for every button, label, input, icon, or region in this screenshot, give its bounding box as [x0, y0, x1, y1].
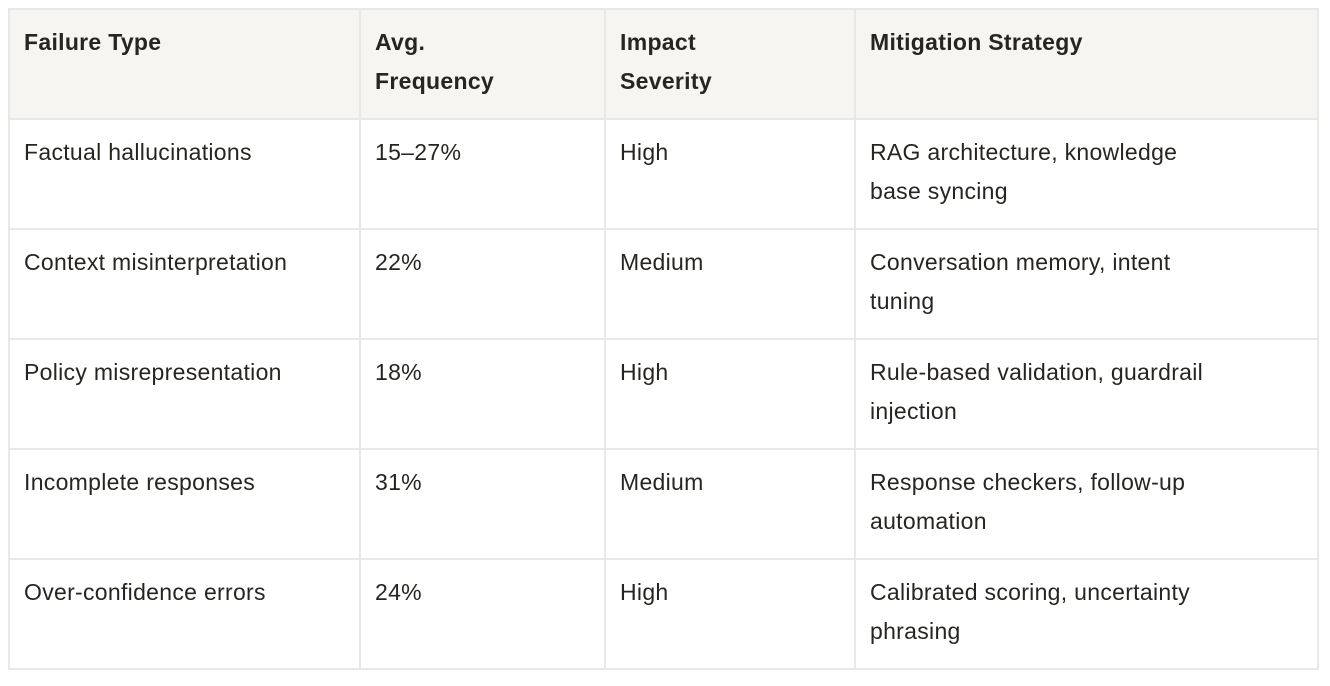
mitigation-strategy-cell: Rule-based validation, guardrail injecti…	[854, 338, 1319, 450]
header-label-mitigation-strategy: Mitigation Strategy	[870, 29, 1083, 55]
mitigation-strategy-cell: RAG architecture, knowledge base syncing	[854, 118, 1319, 230]
cell-text: Calibrated scoring, uncertainty phrasing	[870, 579, 1190, 644]
cell-text: RAG architecture, knowledge base syncing	[870, 139, 1178, 204]
cell-text: High	[620, 139, 669, 165]
cell-text: Incomplete responses	[24, 469, 256, 495]
cell-text: Medium	[620, 249, 704, 275]
failure-type-cell: Over-confidence errors	[8, 558, 361, 670]
cell-text: 15–27%	[375, 139, 462, 165]
cell-text: Rule-based validation, guardrail injecti…	[870, 359, 1204, 424]
cell-text: 31%	[375, 469, 422, 495]
cell-text: Response checkers, follow-up automation	[870, 469, 1186, 534]
impact-severity-cell: High	[604, 118, 856, 230]
impact-severity-cell: High	[604, 558, 856, 670]
cell-text: Policy misrepresentation	[24, 359, 282, 385]
table-row: Context misinterpretation 22% Medium Con…	[8, 228, 1319, 340]
table-header-row: Failure Type Avg. Frequency Impact Sever…	[8, 8, 1319, 120]
impact-severity-cell: Medium	[604, 448, 856, 560]
cell-text: High	[620, 359, 669, 385]
failure-type-cell: Incomplete responses	[8, 448, 361, 560]
failure-types-table: Failure Type Avg. Frequency Impact Sever…	[8, 8, 1319, 670]
table-row: Policy misrepresentation 18% High Rule-b…	[8, 338, 1319, 450]
table-row: Over-confidence errors 24% High Calibrat…	[8, 558, 1319, 670]
cell-text: Factual hallucinations	[24, 139, 252, 165]
failure-type-cell: Policy misrepresentation	[8, 338, 361, 450]
cell-text: 18%	[375, 359, 422, 385]
header-label-avg-frequency: Avg. Frequency	[375, 29, 495, 94]
failure-type-cell: Context misinterpretation	[8, 228, 361, 340]
cell-text: Context misinterpretation	[24, 249, 288, 275]
mitigation-strategy-cell: Response checkers, follow-up automation	[854, 448, 1319, 560]
avg-frequency-cell: 31%	[359, 448, 606, 560]
mitigation-strategy-cell: Conversation memory, intent tuning	[854, 228, 1319, 340]
impact-severity-cell: Medium	[604, 228, 856, 340]
cell-text: Conversation memory, intent tuning	[870, 249, 1171, 314]
cell-text: 22%	[375, 249, 422, 275]
header-cell-impact-severity: Impact Severity	[604, 8, 856, 120]
impact-severity-cell: High	[604, 338, 856, 450]
header-cell-failure-type: Failure Type	[8, 8, 361, 120]
avg-frequency-cell: 18%	[359, 338, 606, 450]
avg-frequency-cell: 22%	[359, 228, 606, 340]
table-row: Factual hallucinations 15–27% High RAG a…	[8, 118, 1319, 230]
header-label-failure-type: Failure Type	[24, 29, 162, 55]
avg-frequency-cell: 15–27%	[359, 118, 606, 230]
mitigation-strategy-cell: Calibrated scoring, uncertainty phrasing	[854, 558, 1319, 670]
failure-type-cell: Factual hallucinations	[8, 118, 361, 230]
cell-text: Medium	[620, 469, 704, 495]
avg-frequency-cell: 24%	[359, 558, 606, 670]
header-label-impact-severity: Impact Severity	[620, 29, 712, 94]
cell-text: 24%	[375, 579, 422, 605]
header-cell-avg-frequency: Avg. Frequency	[359, 8, 606, 120]
header-cell-mitigation-strategy: Mitigation Strategy	[854, 8, 1319, 120]
cell-text: High	[620, 579, 669, 605]
table-row: Incomplete responses 31% Medium Response…	[8, 448, 1319, 560]
cell-text: Over-confidence errors	[24, 579, 266, 605]
